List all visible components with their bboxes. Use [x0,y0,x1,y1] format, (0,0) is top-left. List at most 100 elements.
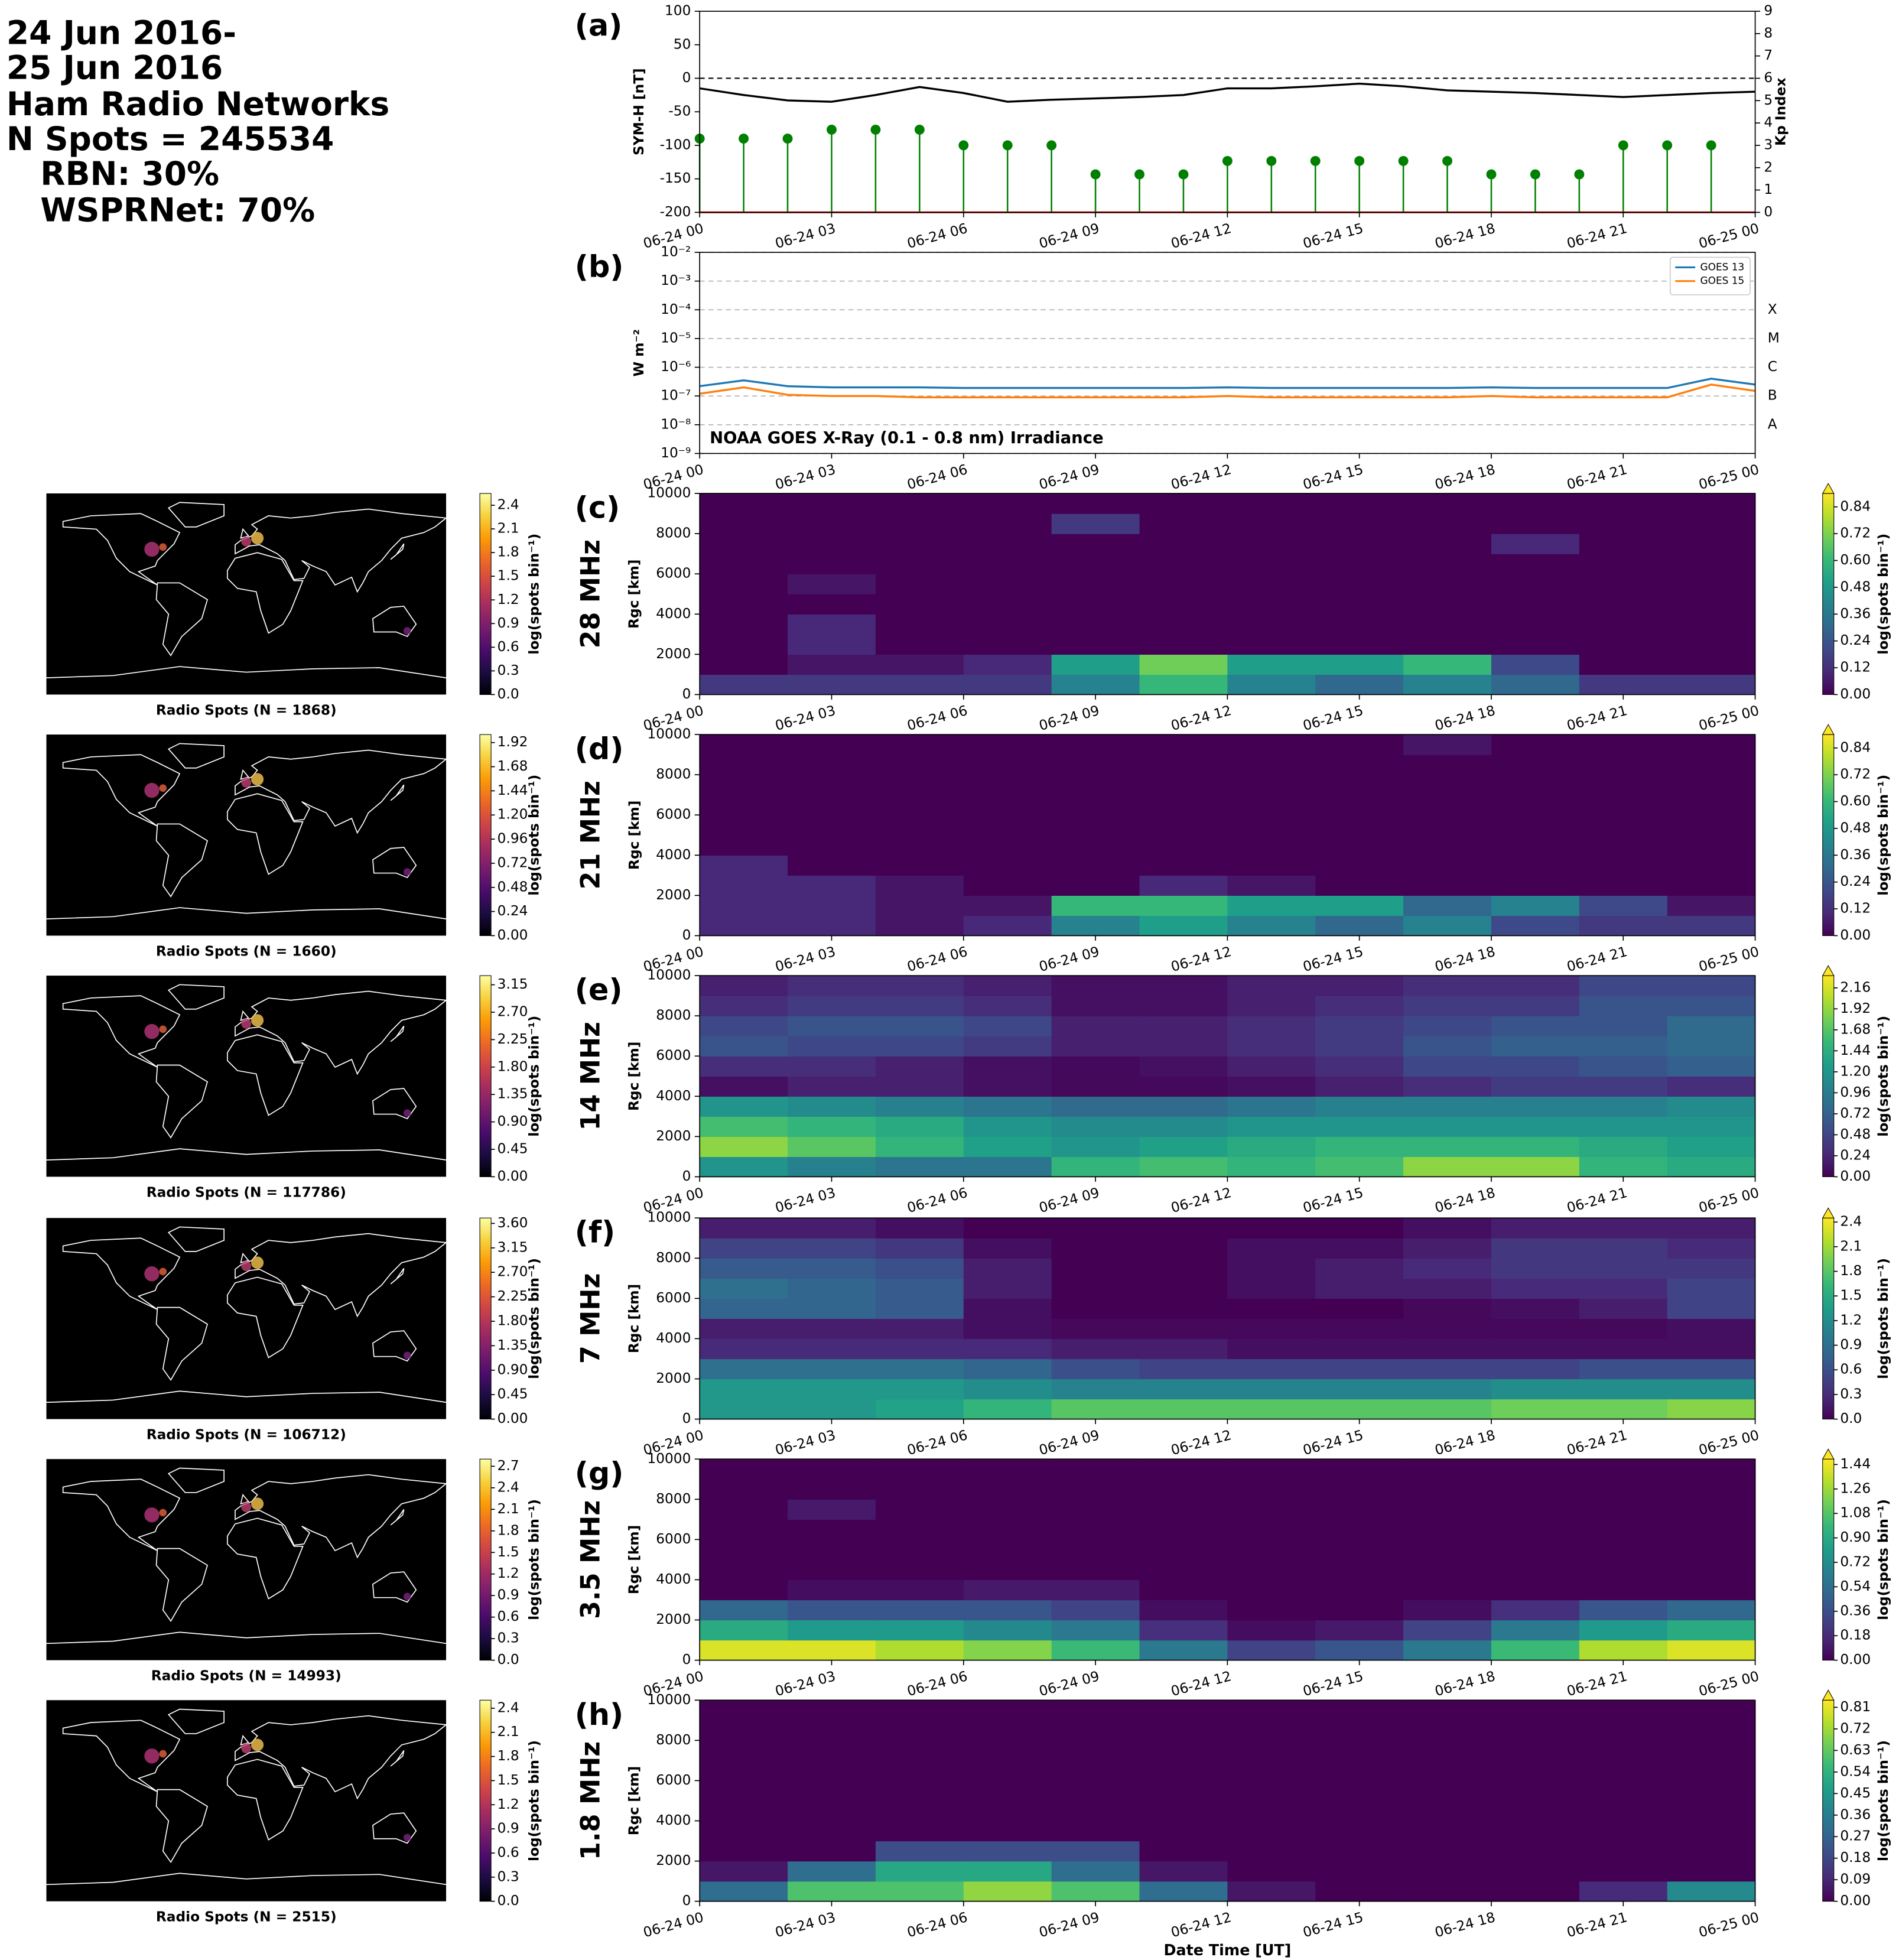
heatmap-cell [700,1479,788,1500]
heatmap-cell [788,996,876,1016]
stem-marker [1486,169,1497,180]
heatmap-cell [1227,1600,1316,1621]
heatmap-cell [875,775,964,795]
colorbar-extend [1822,724,1835,735]
stem-marker [1266,155,1277,166]
heatmap-cell [1051,1881,1140,1902]
heatmap-cell [1051,875,1140,896]
heatmap-cell [1315,594,1404,615]
heatmap-cell [1579,594,1668,615]
colorbar-tick-label: 3.15 [497,976,528,992]
heatmap-cell [1139,1218,1228,1239]
heatmap-cell [875,1579,964,1601]
flare-class-label: X [1768,301,1777,317]
y-tick-label: 0 [682,1168,691,1184]
heatmap-cell [1403,614,1492,635]
y-axis-label: W m⁻² [631,329,647,376]
heatmap-cell [875,755,964,775]
band-label: 14 MHz [575,1022,606,1130]
heatmap-cell [1227,594,1316,615]
heatmap-cell [1051,1459,1140,1480]
heatmap-cell [1579,1881,1668,1902]
heatmap-cell [1667,1841,1756,1862]
map-background [46,976,447,1177]
heatmap-cell [700,1156,788,1178]
y-tick-label: 2000 [656,887,691,903]
heatmap-cell [1579,1600,1668,1621]
heatmap-cell [1667,996,1756,1016]
heatmap-cell [1579,1479,1668,1500]
heatmap-cell [788,513,876,534]
stem-marker [1398,155,1409,166]
heatmap-cell [1139,1881,1228,1902]
y-tick-label: 10⁻² [661,244,691,260]
stem-marker [1002,140,1013,151]
heatmap-cell [1139,734,1228,755]
colorbar-tick-label: 0.00 [1840,1652,1871,1668]
colorbar [1822,975,1835,1177]
heatmap-cell [875,835,964,856]
heatmap-cell [1315,1700,1404,1721]
heatmap-cell [1667,1318,1756,1340]
heatmap-cell [1139,1579,1228,1601]
heatmap-cell [1051,574,1140,594]
colorbar-tick-label: 3.15 [497,1239,528,1255]
heatmap-cell [1491,755,1580,775]
heatmap-cell [963,1218,1052,1239]
heatmap-cell [1403,1076,1492,1097]
y-tick-label: -150 [660,170,691,186]
heatmap-cell [1315,634,1404,655]
map-caption: Radio Spots (N = 117786) [147,1184,346,1200]
heatmap-cell [1403,634,1492,655]
heatmap-cell [1579,1338,1668,1360]
heatmap-cell [1315,795,1404,815]
band-label: 28 MHz [575,539,606,648]
map-caption: Radio Spots (N = 1868) [156,702,337,718]
heatmap-cell [1491,1780,1580,1802]
colorbar-tick-label: 0.24 [1840,632,1871,648]
heatmap-cell [1227,1841,1316,1862]
heatmap-cell [1139,1479,1228,1500]
heatmap-cell [1403,1620,1492,1641]
colorbar-tick-label: 0.36 [1840,606,1871,622]
series-line [699,82,1755,103]
heatmap-cell [1139,1861,1228,1882]
heatmap-cell [1667,1539,1756,1561]
heatmap-cell [1667,734,1756,755]
y2-tick-label: 5 [1764,92,1773,108]
heatmap-cell [875,534,964,554]
y-tick-label: -100 [660,136,691,152]
heatmap-cell [875,1358,964,1380]
heatmap-cell [875,554,964,574]
heatmap-cell [1227,815,1316,836]
colorbar [1822,734,1835,936]
heatmap-cell [1139,795,1228,815]
y-tick-label: 10⁻⁸ [661,416,691,432]
heatmap-cell [1227,1338,1316,1360]
heatmap-cell [1579,493,1668,514]
map-background [46,1459,447,1660]
heatmap-cell [1491,1116,1580,1137]
heatmap-cell [1227,1559,1316,1581]
heatmap-cell [1491,1399,1580,1420]
heatmap-cell [1579,1116,1668,1137]
heatmap-cell [875,1116,964,1137]
heatmap-cell [1579,835,1668,856]
heatmap-cell [1667,1096,1756,1117]
heatmap-cell [1051,1278,1140,1299]
stem-marker [1354,155,1365,166]
heatmap-cell [1667,1559,1756,1581]
heatmap-cell [700,875,788,896]
heatmap-cell [875,1740,964,1761]
heatmap-cell [875,1136,964,1158]
y2-tick-label: 3 [1764,136,1773,152]
heatmap-cell [1579,1700,1668,1721]
heatmap-cell [788,1841,876,1862]
heatmap-cell [875,1238,964,1259]
heatmap-cell [1315,996,1404,1016]
heatmap-cell [1491,795,1580,815]
heatmap-cell [963,734,1052,755]
colorbar-label: log(spots bin⁻¹) [526,534,542,655]
heatmap-cell [1579,1258,1668,1279]
